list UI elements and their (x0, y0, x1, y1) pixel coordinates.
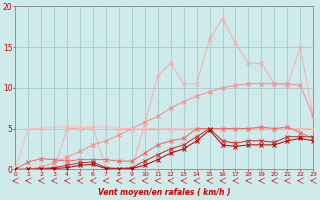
X-axis label: Vent moyen/en rafales ( km/h ): Vent moyen/en rafales ( km/h ) (98, 188, 230, 197)
